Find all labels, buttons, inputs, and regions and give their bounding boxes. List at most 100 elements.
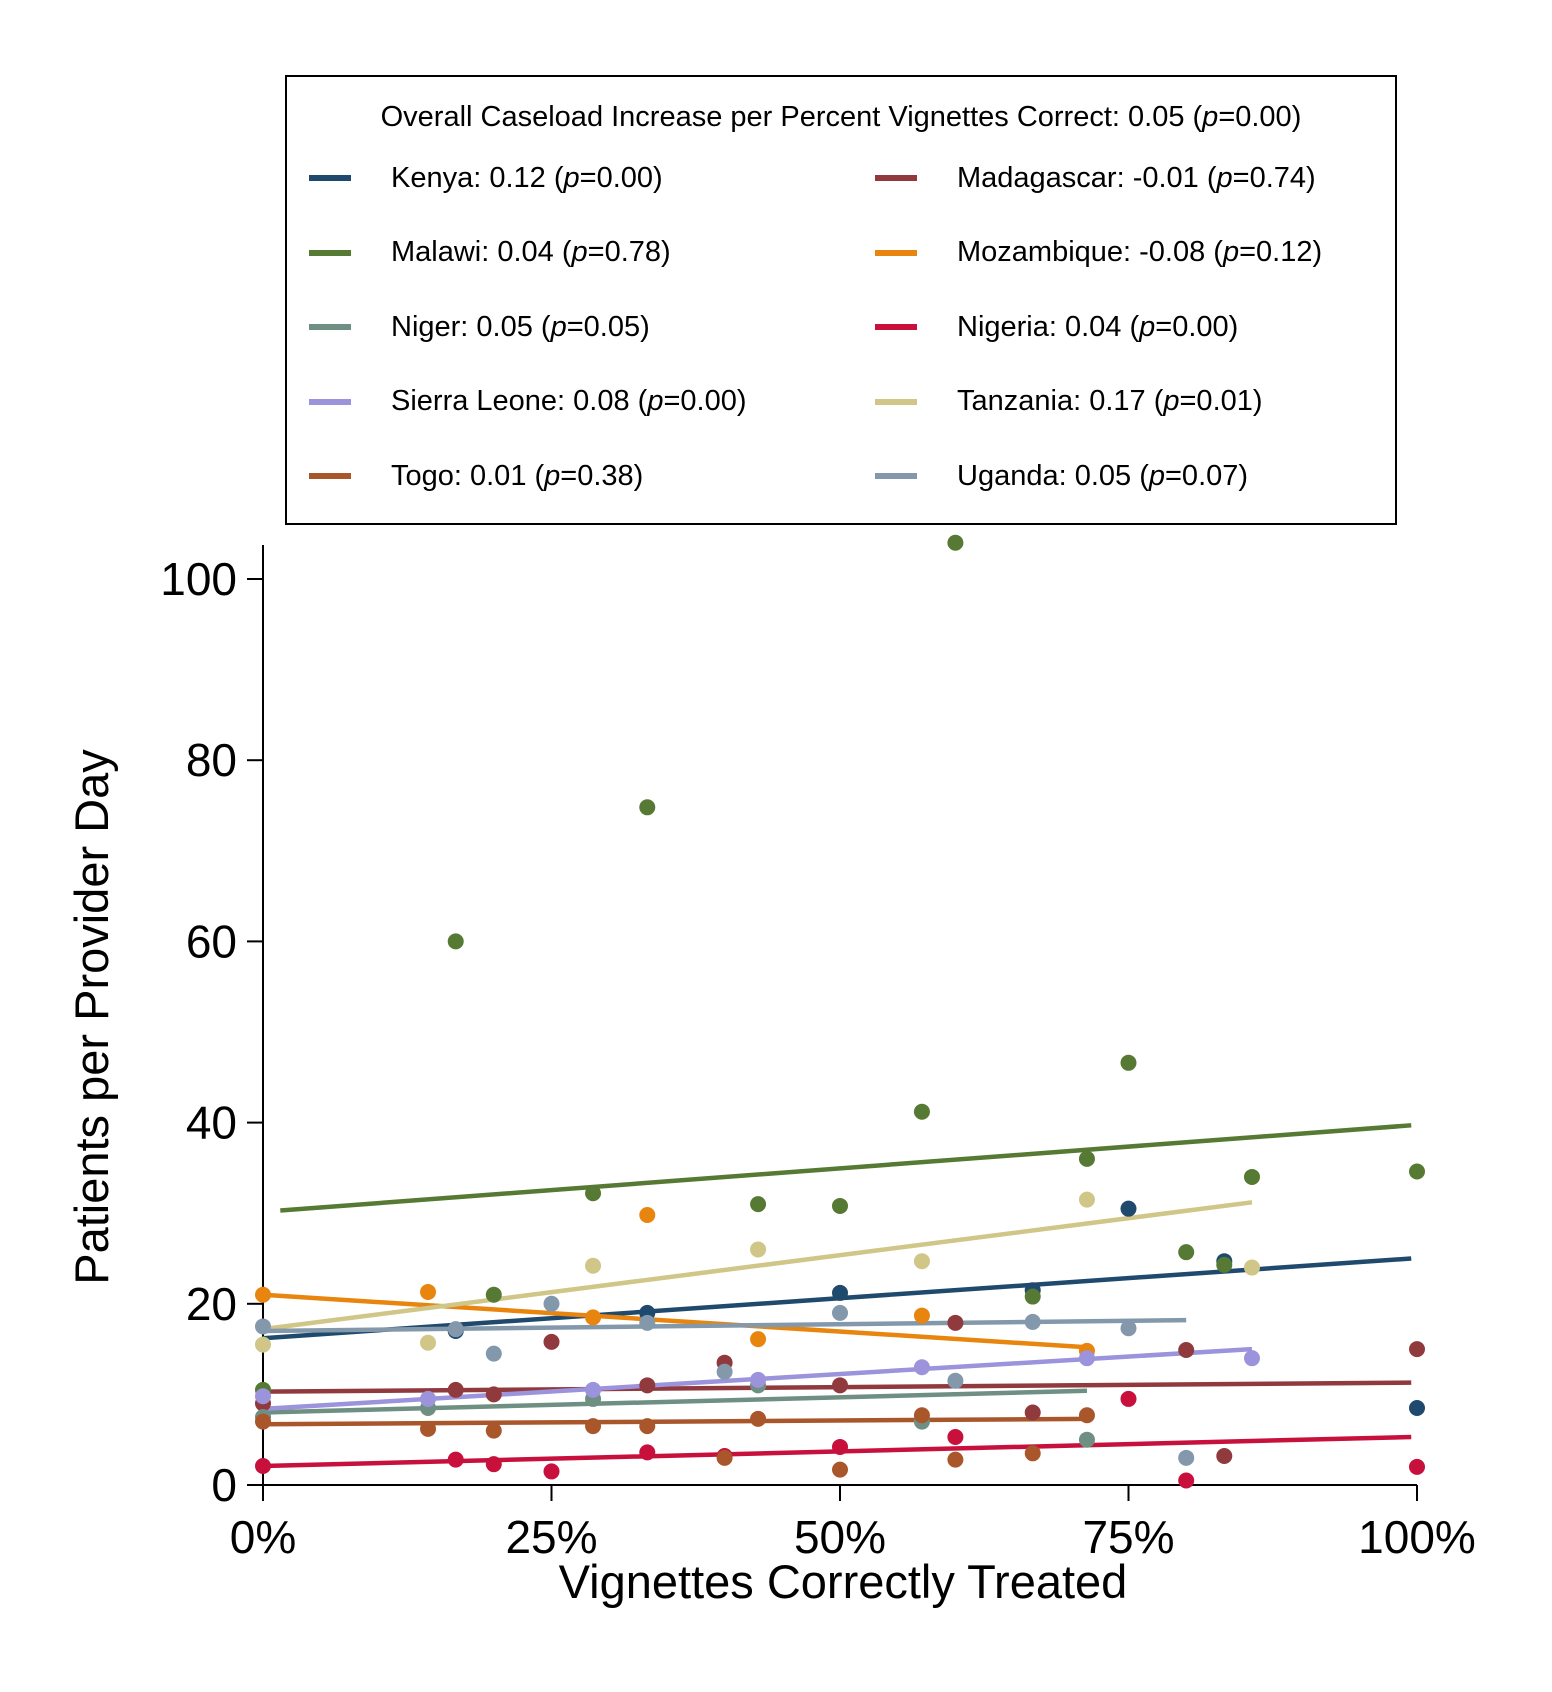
- point-malawi: [447, 933, 464, 950]
- legend-swatch-kenya: [309, 175, 351, 181]
- fit-line-niger: [262, 1388, 1088, 1415]
- point-togo: [947, 1451, 964, 1468]
- point-togo: [585, 1418, 602, 1435]
- data-points: [255, 534, 1425, 1489]
- point-nigeria: [947, 1428, 964, 1445]
- point-madagascar: [832, 1377, 848, 1394]
- legend-title-post: =0.00): [1218, 101, 1302, 133]
- point-uganda: [447, 1321, 464, 1338]
- axes: 0 20 40 60 80 100 0% 25% 50% 75% 100%: [160, 545, 1476, 1563]
- legend-label-pre: Mozambique: -0.08 (: [957, 236, 1223, 268]
- point-tanzania: [1078, 1191, 1095, 1208]
- legend-item-nigeria: Nigeria: 0.04 (p=0.00): [875, 307, 1238, 347]
- legend-label: Uganda: 0.05 (p=0.07): [957, 460, 1248, 493]
- point-mozambique: [639, 1207, 656, 1224]
- legend-label-p: p: [571, 236, 588, 268]
- legend: Overall Caseload Increase per Percent Vi…: [285, 75, 1397, 525]
- point-togo: [1078, 1407, 1095, 1424]
- point-togo: [255, 1413, 271, 1430]
- legend-label-post: =0.38): [560, 459, 644, 492]
- legend-label-post: =0.07): [1165, 459, 1249, 492]
- point-nigeria: [485, 1456, 502, 1473]
- legend-swatch-uganda: [875, 473, 917, 479]
- point-malawi: [585, 1185, 602, 1202]
- point-madagascar: [1216, 1448, 1233, 1465]
- fit-line-tanzania: [262, 1200, 1253, 1332]
- point-nigeria: [1409, 1458, 1425, 1475]
- legend-item-mozambique: Mozambique: -0.08 (p=0.12): [875, 233, 1322, 273]
- point-uganda: [1024, 1313, 1041, 1330]
- point-kenya: [1120, 1200, 1137, 1217]
- point-uganda: [543, 1295, 560, 1312]
- legend-label-p: p: [647, 385, 664, 417]
- legend-swatch-togo: [309, 473, 351, 479]
- point-sierra-leone: [750, 1371, 767, 1388]
- point-nigeria: [255, 1457, 271, 1474]
- point-malawi: [1024, 1288, 1041, 1305]
- legend-label: Mozambique: -0.08 (p=0.12): [957, 236, 1322, 269]
- point-tanzania: [1243, 1259, 1260, 1276]
- legend-title-pre: Overall Caseload Increase per Percent Vi…: [380, 101, 1203, 133]
- point-malawi: [639, 799, 656, 816]
- point-malawi: [1409, 1163, 1425, 1180]
- point-malawi: [1243, 1168, 1260, 1185]
- point-togo: [485, 1422, 502, 1439]
- x-tick-label: 0%: [230, 1511, 296, 1563]
- point-sierra-leone: [913, 1359, 930, 1376]
- point-malawi: [947, 534, 964, 551]
- point-mozambique: [420, 1284, 437, 1301]
- point-nigeria: [447, 1451, 464, 1468]
- legend-label-p: p: [1216, 161, 1233, 194]
- point-uganda: [1178, 1449, 1195, 1466]
- point-tanzania: [420, 1334, 437, 1351]
- legend-label-pre: Sierra Leone: 0.08 (: [391, 385, 648, 417]
- legend-item-madagascar: Madagascar: -0.01 (p=0.74): [875, 158, 1316, 198]
- legend-title: Overall Caseload Increase per Percent Vi…: [287, 101, 1395, 134]
- point-togo: [716, 1449, 733, 1466]
- legend-label: Madagascar: -0.01 (p=0.74): [957, 162, 1316, 195]
- point-nigeria: [1178, 1472, 1195, 1489]
- legend-label: Kenya: 0.12 (p=0.00): [391, 162, 663, 195]
- legend-label: Tanzania: 0.17 (p=0.01): [957, 385, 1263, 418]
- point-sierra-leone: [420, 1390, 437, 1407]
- point-malawi: [1178, 1244, 1195, 1261]
- point-malawi: [750, 1196, 767, 1213]
- point-uganda: [832, 1304, 848, 1321]
- legend-label-pre: Madagascar: -0.01 (: [957, 161, 1217, 194]
- point-togo: [420, 1420, 437, 1437]
- legend-label-p: p: [550, 310, 567, 343]
- point-malawi: [1120, 1054, 1137, 1071]
- point-tanzania: [255, 1336, 271, 1353]
- point-malawi: [832, 1197, 848, 1214]
- point-mozambique: [913, 1307, 930, 1324]
- legend-label-p: p: [563, 161, 580, 194]
- legend-label: Niger: 0.05 (p=0.05): [391, 311, 650, 344]
- point-mozambique: [255, 1286, 271, 1303]
- point-nigeria: [639, 1444, 656, 1461]
- point-uganda: [639, 1314, 656, 1331]
- y-tick-label: 20: [186, 1278, 237, 1330]
- legend-swatch-mozambique: [875, 249, 917, 256]
- point-madagascar: [947, 1314, 964, 1331]
- x-tick-label: 50%: [794, 1511, 886, 1563]
- point-kenya: [832, 1284, 848, 1301]
- legend-swatch-sierra-leone: [309, 398, 351, 405]
- legend-label-post: =0.00): [579, 161, 663, 194]
- point-tanzania: [913, 1253, 930, 1270]
- legend-label-pre: Nigeria: 0.04 (: [957, 310, 1140, 343]
- legend-item-uganda: Uganda: 0.05 (p=0.07): [875, 456, 1248, 496]
- point-uganda: [947, 1372, 964, 1389]
- fit-line-uganda: [262, 1317, 1187, 1334]
- legend-label-post: =0.78): [587, 236, 671, 268]
- legend-label-pre: Togo: 0.01 (: [391, 459, 545, 492]
- point-malawi: [1078, 1150, 1095, 1167]
- x-axis-label: Vignettes Correctly Treated: [559, 1555, 1128, 1608]
- point-mozambique: [585, 1309, 602, 1326]
- point-madagascar: [485, 1386, 502, 1403]
- x-tick-label: 25%: [505, 1511, 597, 1563]
- point-malawi: [1216, 1256, 1233, 1273]
- legend-label-post: =0.74): [1232, 161, 1316, 194]
- legend-label-pre: Uganda: 0.05 (: [957, 459, 1149, 492]
- legend-swatch-tanzania: [875, 398, 917, 405]
